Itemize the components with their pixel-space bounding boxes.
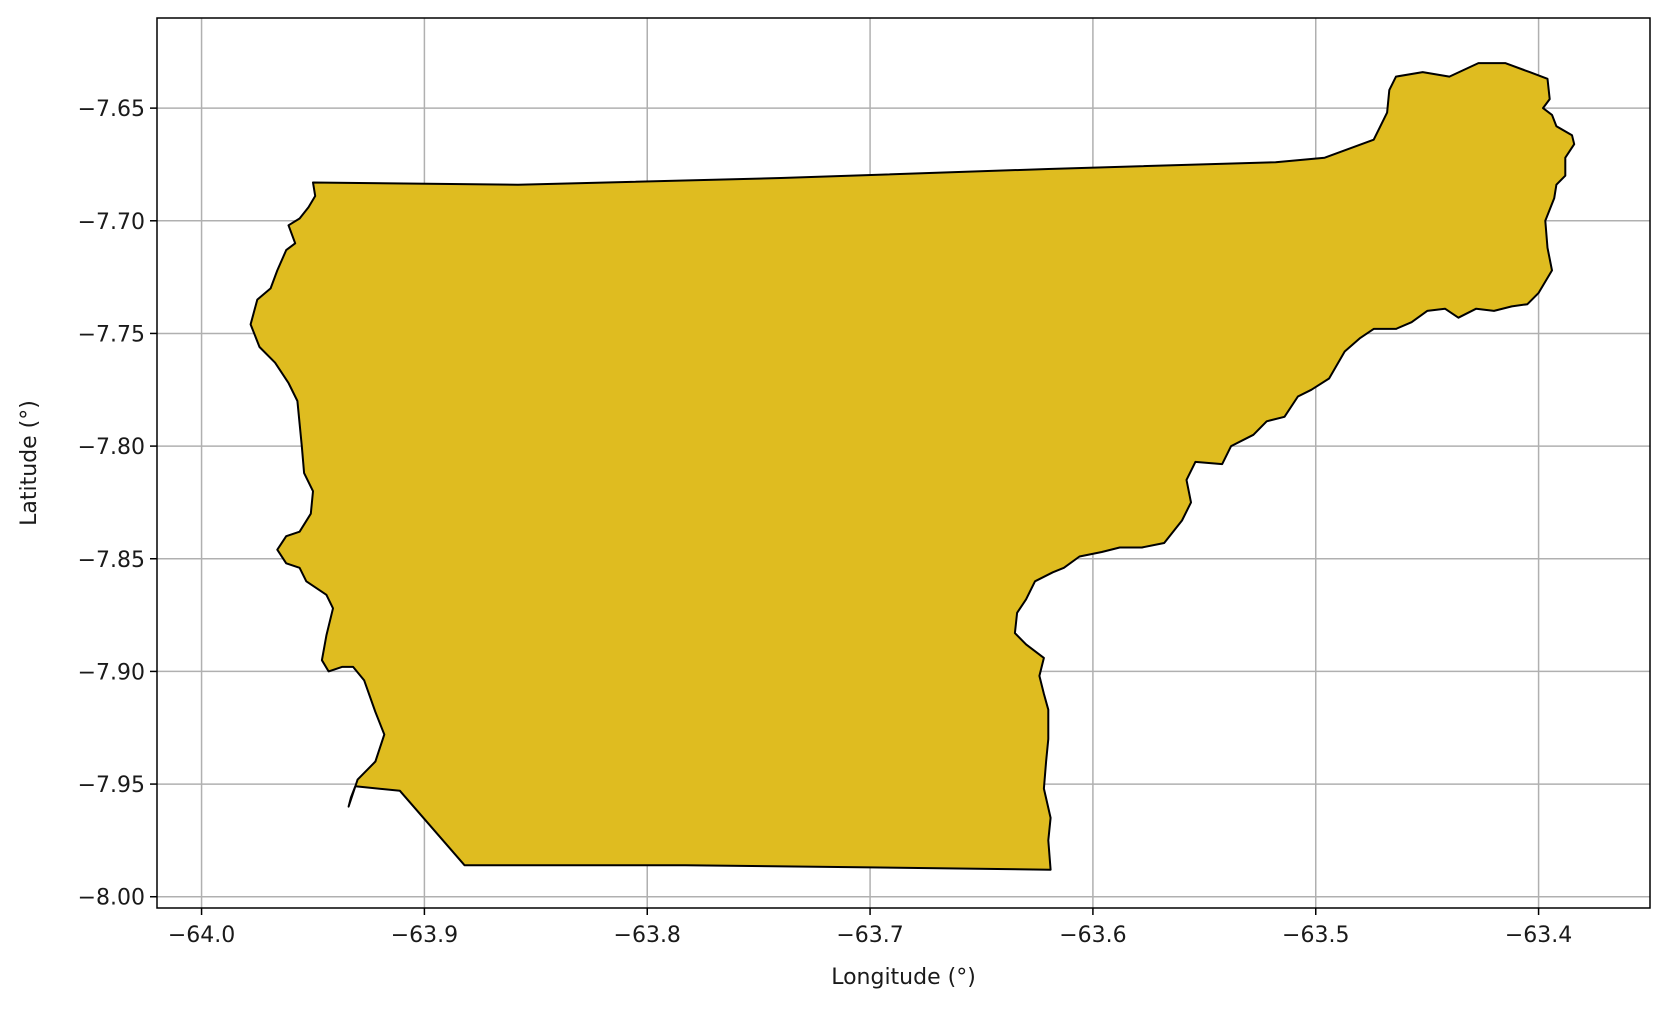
x-axis-ticks: −64.0 −63.9 −63.8 −63.7 −63.6 −63.5 −63.4 (168, 908, 1572, 948)
x-axis-label: Longitude (°) (831, 965, 976, 990)
x-tick-label-0: −64.0 (168, 923, 235, 948)
y-axis-label: Latitude (°) (17, 400, 42, 526)
municipality-region (249, 62, 1576, 871)
y-tick-label-2: −7.75 (78, 322, 145, 347)
y-tick-label-5: −7.90 (78, 660, 145, 685)
y-axis-ticks: −7.65 −7.70 −7.75 −7.80 −7.85 −7.90 −7.95 −8.00 (78, 97, 157, 911)
x-tick-label-6: −63.4 (1505, 923, 1572, 948)
plot-frame (156, 17, 1651, 909)
x-tick-label-1: −63.9 (391, 923, 458, 948)
x-tick-label-5: −63.5 (1282, 923, 1349, 948)
y-tick-label-6: −7.95 (78, 773, 145, 798)
x-tick-label-3: −63.7 (836, 923, 903, 948)
y-tick-label-7: −8.00 (78, 886, 145, 911)
y-tick-label-4: −7.85 (78, 548, 145, 573)
x-tick-label-2: −63.8 (614, 923, 681, 948)
y-tick-label-3: −7.80 (78, 435, 145, 460)
y-tick-label-1: −7.70 (78, 210, 145, 235)
y-tick-label-0: −7.65 (78, 97, 145, 122)
region-layer (249, 62, 1576, 871)
x-tick-label-4: −63.6 (1059, 923, 1126, 948)
